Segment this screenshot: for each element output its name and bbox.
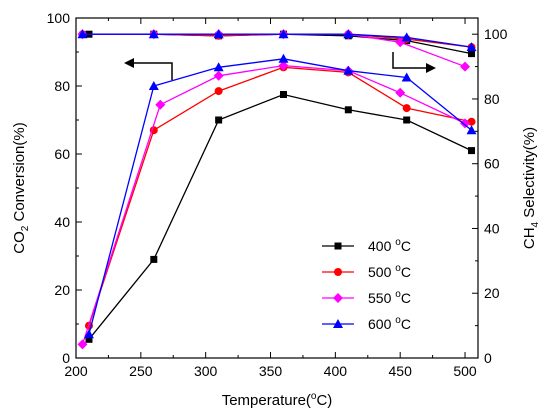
arrow-left-head	[124, 58, 134, 68]
legend-marker	[334, 268, 342, 276]
legend-label: 500 oC	[368, 263, 411, 280]
y-left-axis-title: CO2 Conversion(%)	[11, 122, 31, 253]
y-left-tick-label: 60	[54, 146, 70, 162]
y-left-tick-label: 20	[54, 282, 70, 298]
conversion-point-400	[279, 91, 287, 98]
y-right-tick-label: 60	[484, 156, 500, 172]
x-tick-label: 450	[389, 363, 413, 379]
legend-marker	[334, 242, 342, 250]
selectivity-point-600	[401, 32, 412, 42]
series-500	[78, 30, 476, 330]
x-tick-label: 250	[129, 363, 153, 379]
conversion-point-600	[83, 329, 94, 339]
y-right-tick-label: 20	[484, 285, 500, 301]
conversion-point-600	[148, 81, 159, 90]
selectivity-line-500	[82, 33, 472, 48]
conversion-point-600	[278, 53, 289, 63]
series-400	[85, 30, 476, 343]
annotation-layer	[124, 52, 436, 80]
conversion-point-550	[395, 87, 406, 98]
conversion-point-400	[150, 255, 158, 263]
selectivity-line-600	[82, 33, 472, 48]
conversion-point-550	[155, 99, 166, 110]
y-right-axis-title: CH4 Selectivity(%)	[521, 127, 541, 249]
conversion-point-400	[85, 335, 93, 343]
legend-item-400: 400 oC	[322, 237, 411, 254]
arrow-left-conversion	[132, 62, 173, 80]
conversion-line-500	[88, 66, 472, 326]
selectivity-point-600	[77, 29, 88, 39]
legend-label: 550 oC	[368, 289, 411, 306]
legend-item-500: 500 oC	[322, 263, 411, 280]
legend-label: 400 oC	[368, 237, 411, 254]
conversion-point-500	[214, 87, 223, 96]
y-left-tick-label: 80	[54, 78, 70, 94]
series-550	[77, 29, 471, 350]
legend: 400 oC 500 oC 550 oC 600 oC	[322, 237, 411, 332]
y-left-tick-label: 40	[54, 214, 70, 230]
selectivity-point-600	[466, 42, 477, 52]
conversion-line-600	[88, 58, 472, 335]
selectivity-point-600	[343, 29, 354, 39]
conversion-point-550	[278, 60, 289, 71]
conversion-point-600	[401, 72, 412, 82]
conversion-point-400	[403, 116, 411, 124]
x-tick-label: 200	[64, 363, 88, 379]
legend-label: 600 oC	[368, 315, 411, 332]
conversion-point-600	[213, 62, 224, 72]
conversion-point-400	[344, 106, 352, 114]
axis-titles: Temperature(oC) CO2 Conversion(%) CH4 Sele…	[11, 122, 541, 409]
x-tick-label: 350	[259, 363, 283, 379]
legend-item-600: 600 oC	[322, 315, 411, 332]
x-tick-label: 500	[453, 363, 477, 379]
conversion-point-550	[460, 118, 471, 129]
y-right-tick-label: 80	[484, 91, 500, 107]
y-left-tick-label: 0	[62, 350, 70, 366]
conversion-point-600	[343, 65, 354, 75]
series-600	[77, 29, 477, 339]
y-left-tick-label: 100	[47, 10, 71, 26]
arrow-right-head	[426, 63, 436, 73]
selectivity-point-600	[148, 29, 159, 39]
y-right-tick-label: 100	[484, 26, 508, 42]
selectivity-point-600	[213, 29, 224, 39]
x-axis-title: Temperature(oC)	[222, 391, 333, 409]
x-tick-label: 400	[324, 363, 348, 379]
conversion-point-550	[77, 339, 88, 350]
selectivity-point-550	[460, 61, 471, 72]
legend-marker	[333, 319, 343, 328]
conversion-point-400	[215, 116, 223, 124]
arrow-right-selectivity	[392, 52, 428, 69]
y-right-tick-label: 40	[484, 220, 500, 236]
conversion-point-550	[213, 70, 224, 81]
conversion-line-400	[88, 93, 472, 340]
selectivity-point-600	[278, 29, 289, 39]
axes: 200 250 300 350 400 450 500 0 20 40 60 80 100 0 20 40 60…	[47, 10, 508, 379]
x-tick-label: 300	[194, 363, 218, 379]
conversion-point-400	[468, 147, 476, 155]
legend-marker	[333, 293, 343, 303]
selectivity-point-400	[468, 50, 476, 58]
conversion-point-500	[402, 104, 411, 113]
series-layer	[77, 29, 477, 350]
legend-item-550: 550 oC	[322, 289, 411, 306]
y-right-tick-label: 0	[484, 350, 492, 366]
conversion-point-600	[466, 125, 477, 135]
